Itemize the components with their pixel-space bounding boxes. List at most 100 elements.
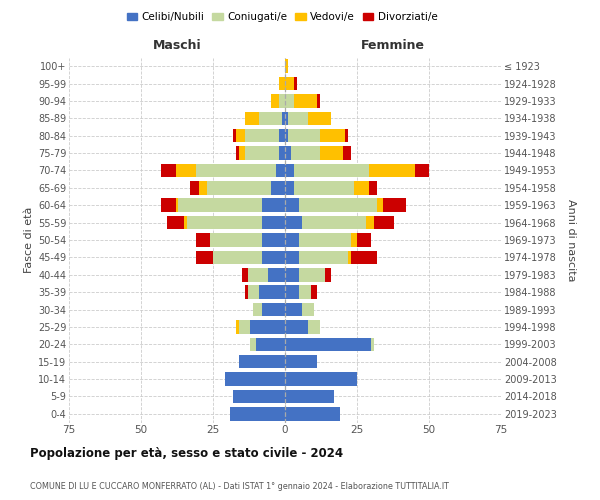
Bar (371, 338, 374, 351)
Bar (245, 286, 248, 299)
Bar (299, 250, 349, 264)
Bar (262, 302, 285, 316)
Bar (308, 112, 331, 125)
Bar (233, 390, 285, 403)
Bar (293, 94, 317, 108)
Bar (285, 216, 302, 230)
Bar (282, 112, 285, 125)
Bar (245, 112, 259, 125)
Bar (343, 146, 351, 160)
Bar (285, 390, 334, 403)
Bar (279, 94, 285, 108)
Bar (351, 250, 377, 264)
Bar (176, 198, 178, 212)
Bar (317, 94, 320, 108)
Bar (271, 181, 285, 194)
Bar (302, 216, 365, 230)
Bar (377, 198, 383, 212)
Bar (178, 198, 262, 212)
Bar (311, 286, 317, 299)
Bar (285, 112, 288, 125)
Bar (250, 320, 285, 334)
Bar (288, 129, 320, 142)
Bar (285, 198, 299, 212)
Bar (320, 129, 346, 142)
Bar (236, 129, 245, 142)
Bar (308, 320, 320, 334)
Bar (245, 129, 279, 142)
Bar (368, 164, 415, 177)
Bar (368, 181, 377, 194)
Bar (236, 320, 239, 334)
Bar (259, 112, 282, 125)
Bar (285, 320, 308, 334)
Bar (285, 302, 302, 316)
Bar (262, 198, 285, 212)
Bar (285, 372, 357, 386)
Bar (285, 164, 293, 177)
Bar (291, 146, 320, 160)
Bar (351, 233, 357, 247)
Bar (236, 146, 239, 160)
Bar (271, 94, 279, 108)
Bar (253, 302, 262, 316)
Bar (285, 233, 299, 247)
Bar (285, 355, 317, 368)
Bar (357, 233, 371, 247)
Bar (383, 198, 406, 212)
Bar (285, 407, 340, 420)
Bar (299, 286, 311, 299)
Bar (245, 146, 279, 160)
Bar (250, 338, 256, 351)
Bar (199, 181, 207, 194)
Bar (285, 286, 299, 299)
Bar (196, 233, 210, 247)
Bar (207, 181, 271, 194)
Y-axis label: Anni di nascita: Anni di nascita (566, 198, 576, 281)
Bar (293, 164, 368, 177)
Bar (302, 302, 314, 316)
Text: COMUNE DI LU E CUCCARO MONFERRATO (AL) - Dati ISTAT 1° gennaio 2024 - Elaborazio: COMUNE DI LU E CUCCARO MONFERRATO (AL) -… (30, 482, 449, 491)
Text: Popolazione per età, sesso e stato civile - 2024: Popolazione per età, sesso e stato civil… (30, 448, 343, 460)
Bar (230, 407, 285, 420)
Bar (285, 146, 291, 160)
Bar (320, 146, 343, 160)
Bar (176, 164, 196, 177)
Bar (190, 181, 199, 194)
Bar (262, 233, 285, 247)
Legend: Celibi/Nubili, Coniugati/e, Vedovi/e, Divorziati/e: Celibi/Nubili, Coniugati/e, Vedovi/e, Di… (122, 8, 442, 26)
Bar (374, 216, 394, 230)
Bar (248, 286, 259, 299)
Bar (299, 198, 377, 212)
Bar (279, 77, 285, 90)
Bar (262, 250, 285, 264)
Bar (299, 233, 351, 247)
Y-axis label: Fasce di età: Fasce di età (23, 207, 34, 273)
Bar (196, 250, 213, 264)
Bar (299, 268, 325, 281)
Bar (210, 233, 262, 247)
Bar (187, 216, 262, 230)
Bar (262, 216, 285, 230)
Bar (354, 181, 368, 194)
Bar (224, 372, 285, 386)
Bar (268, 268, 285, 281)
Bar (239, 146, 245, 160)
Bar (279, 146, 285, 160)
Bar (293, 181, 354, 194)
Bar (161, 164, 176, 177)
Bar (349, 250, 351, 264)
Bar (293, 77, 296, 90)
Bar (242, 268, 248, 281)
Bar (285, 129, 288, 142)
Bar (285, 60, 288, 73)
Bar (239, 355, 285, 368)
Bar (285, 77, 293, 90)
Text: Femmine: Femmine (361, 40, 425, 52)
Bar (415, 164, 429, 177)
Bar (365, 216, 374, 230)
Bar (248, 268, 268, 281)
Bar (325, 268, 331, 281)
Bar (259, 286, 285, 299)
Bar (167, 216, 184, 230)
